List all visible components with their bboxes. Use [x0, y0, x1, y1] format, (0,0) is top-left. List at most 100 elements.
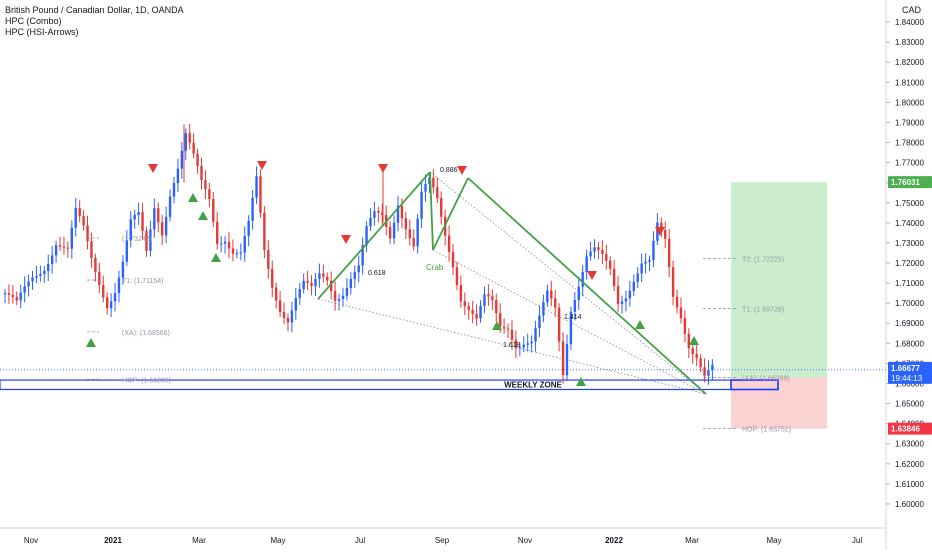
indicator-combo[interactable]: HPC (Combo): [5, 16, 62, 26]
price-tick-label: 1.68000: [895, 339, 924, 348]
candle-body: [644, 261, 647, 264]
candle-body: [318, 273, 321, 280]
candle-body: [113, 292, 117, 302]
candle-body: [420, 191, 423, 219]
candle-body: [542, 302, 545, 316]
candle-body: [451, 251, 455, 268]
candle-body: [141, 212, 144, 231]
candle-body: [569, 311, 573, 345]
price-tick-label: 1.63000: [895, 440, 924, 449]
candle-body: [271, 268, 274, 288]
candle-body: [577, 286, 580, 301]
signal-down-icon[interactable]: [257, 161, 267, 170]
candle-body: [424, 183, 427, 192]
signal-down-icon[interactable]: [457, 166, 467, 175]
candle-body: [447, 235, 451, 252]
candle-body: [632, 281, 635, 291]
signal-up-icon[interactable]: [576, 377, 586, 386]
signal-up-icon[interactable]: [86, 338, 96, 347]
candle-body: [656, 222, 659, 241]
signal-down-icon[interactable]: [655, 227, 665, 236]
candle-body: [349, 278, 353, 288]
candle-body: [161, 222, 164, 236]
candle-body: [585, 256, 588, 273]
candle-body: [369, 217, 372, 227]
candle-body: [377, 211, 380, 213]
candle-body: [251, 197, 254, 221]
signal-down-icon[interactable]: [587, 271, 597, 280]
candle-body: [227, 241, 231, 249]
candle-body: [50, 255, 54, 264]
signal-up-icon[interactable]: [492, 321, 502, 330]
candles: [3, 123, 714, 385]
fib-ratio-label: 0.618: [368, 270, 386, 277]
candle-body: [365, 226, 368, 246]
target-zone-box[interactable]: [731, 182, 827, 378]
signal-up-icon[interactable]: [635, 320, 645, 329]
weekly-zone-box[interactable]: [0, 379, 779, 391]
pattern-leg[interactable]: [317, 171, 431, 300]
candle-body: [373, 211, 376, 218]
current-price-badge: 1.66677: [891, 364, 920, 373]
candle-body: [212, 198, 215, 222]
candle-body: [3, 293, 7, 295]
price-tick-label: 1.61000: [895, 480, 924, 489]
signal-up-icon[interactable]: [689, 336, 699, 345]
candle-body: [259, 176, 262, 213]
candle-body: [396, 205, 400, 223]
candle-body: [589, 251, 592, 257]
weekly-zone-right-box[interactable]: [730, 379, 779, 391]
candle-body: [573, 300, 577, 312]
price-tick-label: 1.73000: [895, 239, 924, 248]
signal-up-icon[interactable]: [198, 211, 208, 220]
candle-body: [7, 293, 11, 295]
candle-body: [43, 271, 46, 274]
pattern-leg[interactable]: [467, 177, 707, 395]
candle-body: [231, 248, 235, 254]
time-tick-label: May: [270, 536, 285, 545]
signal-up-icon[interactable]: [211, 253, 221, 262]
candle-body: [345, 287, 349, 296]
candle-body: [361, 245, 364, 266]
candle-body: [23, 286, 26, 293]
candle-body: [196, 153, 199, 167]
signal-down-icon[interactable]: [378, 164, 388, 173]
pattern-dotted-leg: [429, 171, 707, 395]
candle-body: [90, 241, 93, 258]
candle-body: [219, 243, 223, 245]
candle-body: [58, 245, 62, 247]
candle-body: [286, 318, 290, 323]
candle-body: [412, 238, 415, 247]
candle-body: [620, 301, 624, 304]
candle-body: [597, 247, 600, 250]
candle-body: [408, 229, 411, 239]
level-label: (XA): (1.66289): [742, 376, 790, 383]
candle-body: [609, 260, 612, 269]
candle-body: [329, 280, 333, 292]
symbol-title[interactable]: British Pound / Canadian Dollar, 1D, OAN…: [5, 5, 184, 15]
candle-body: [314, 279, 317, 287]
signal-up-icon[interactable]: [188, 193, 198, 202]
candle-body: [538, 315, 541, 329]
candle-body: [164, 216, 168, 236]
candle-body: [74, 208, 77, 228]
currency-badge[interactable]: CAD: [900, 5, 924, 15]
time-tick-label: Jul: [852, 536, 862, 545]
signal-down-icon[interactable]: [148, 164, 158, 173]
candle-body: [294, 297, 298, 311]
candle-body: [145, 230, 148, 251]
candle-body: [502, 326, 506, 329]
candle-body: [534, 328, 537, 342]
candle-body: [11, 294, 15, 298]
pattern-leg[interactable]: [429, 171, 434, 251]
time-tick-label: Sep: [435, 536, 450, 545]
indicator-arrows[interactable]: HPC (HSI-Arrows): [5, 27, 79, 37]
pattern-leg[interactable]: [432, 177, 469, 251]
level-label: HOP: (1.63752): [742, 427, 791, 434]
stop-price-badge-bg: [888, 422, 932, 435]
signal-down-icon[interactable]: [341, 235, 351, 244]
candle-body: [440, 198, 443, 217]
stop-zone-box[interactable]: [731, 377, 827, 429]
